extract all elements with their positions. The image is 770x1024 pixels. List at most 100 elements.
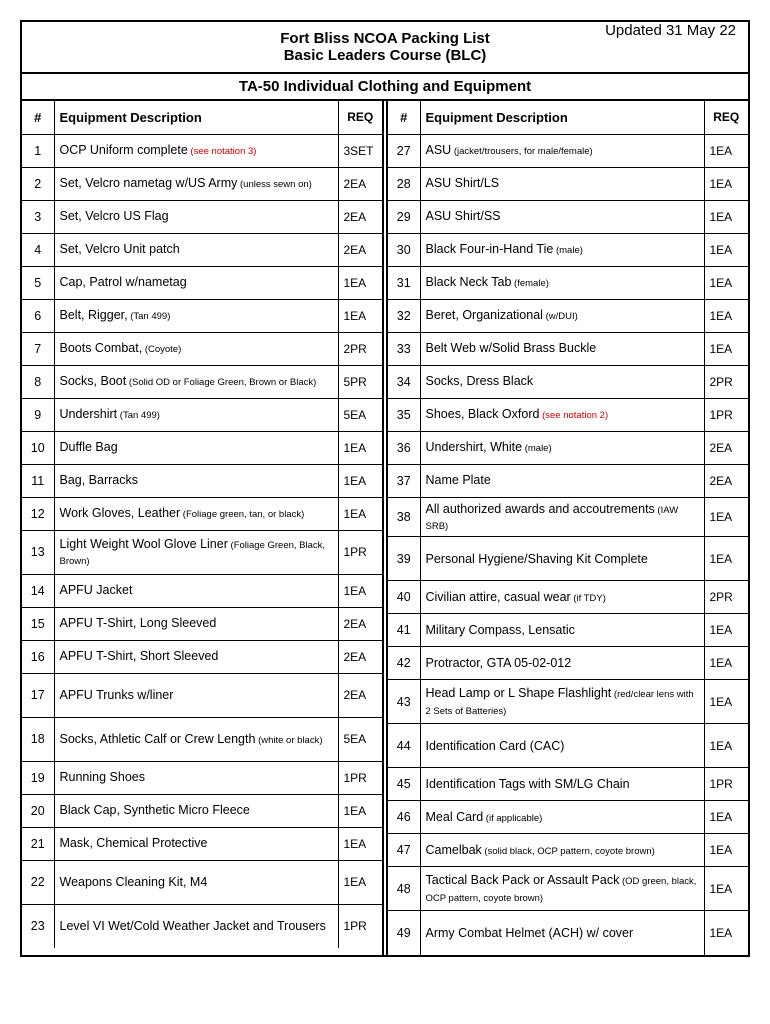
row-number: 48 [388, 867, 420, 911]
row-description: ASU (jacket/trousers, for male/female) [420, 134, 704, 167]
row-number: 11 [22, 464, 54, 497]
row-description: Belt, Rigger, (Tan 499) [54, 299, 338, 332]
row-req: 1PR [338, 904, 382, 948]
row-description: Tactical Back Pack or Assault Pack (OD g… [420, 867, 704, 911]
row-description: APFU Trunks w/liner [54, 673, 338, 717]
row-description: All authorized awards and accoutrements … [420, 497, 704, 537]
row-req: 1EA [704, 867, 748, 911]
row-number: 18 [22, 717, 54, 761]
row-note: (Foliage Green, Black, Brown) [60, 540, 326, 567]
row-description: Identification Tags with SM/LG Chain [420, 768, 704, 801]
table-row: 7Boots Combat, (Coyote)2PR [22, 332, 382, 365]
row-description: Boots Combat, (Coyote) [54, 332, 338, 365]
row-req: 1PR [704, 768, 748, 801]
table-row: 42Protractor, GTA 05-02-0121EA [388, 647, 748, 680]
row-number: 17 [22, 673, 54, 717]
table-row: 49Army Combat Helmet (ACH) w/ cover1EA [388, 911, 748, 955]
row-req: 2EA [338, 233, 382, 266]
row-req: 2EA [338, 640, 382, 673]
row-number: 33 [388, 332, 420, 365]
row-req: 1EA [338, 827, 382, 860]
row-req: 1EA [704, 614, 748, 647]
row-req: 2EA [338, 673, 382, 717]
table-row: 36Undershirt, White (male)2EA [388, 431, 748, 464]
table-row: 32Beret, Organizational (w/DUI)1EA [388, 299, 748, 332]
row-note: (male) [522, 443, 552, 454]
table-row: 31Black Neck Tab (female)1EA [388, 266, 748, 299]
row-description: ASU Shirt/SS [420, 200, 704, 233]
row-description: OCP Uniform complete (see notation 3) [54, 134, 338, 167]
row-note: (Foliage green, tan, or black) [180, 509, 304, 520]
row-description: Army Combat Helmet (ACH) w/ cover [420, 911, 704, 955]
row-req: 1EA [704, 537, 748, 581]
row-note: (solid black, OCP pattern, coyote brown) [482, 846, 655, 857]
row-req: 2PR [704, 365, 748, 398]
row-description: Level VI Wet/Cold Weather Jacket and Tro… [54, 904, 338, 948]
row-description: Black Four-in-Hand Tie (male) [420, 233, 704, 266]
table-row: 6Belt, Rigger, (Tan 499)1EA [22, 299, 382, 332]
row-number: 30 [388, 233, 420, 266]
row-description: Light Weight Wool Glove Liner (Foliage G… [54, 530, 338, 574]
row-req: 2EA [704, 431, 748, 464]
row-number: 8 [22, 365, 54, 398]
table-row: 18Socks, Athletic Calf or Crew Length (w… [22, 717, 382, 761]
row-number: 35 [388, 398, 420, 431]
row-note: (white or black) [255, 735, 322, 746]
row-number: 7 [22, 332, 54, 365]
row-description: Military Compass, Lensatic [420, 614, 704, 647]
row-description: Work Gloves, Leather (Foliage green, tan… [54, 497, 338, 530]
row-number: 41 [388, 614, 420, 647]
row-number: 22 [22, 860, 54, 904]
row-number: 9 [22, 398, 54, 431]
row-number: 38 [388, 497, 420, 537]
row-req: 1PR [704, 398, 748, 431]
row-req: 2EA [338, 167, 382, 200]
row-description: Socks, Athletic Calf or Crew Length (whi… [54, 717, 338, 761]
table-row: 9Undershirt (Tan 499)5EA [22, 398, 382, 431]
row-number: 15 [22, 607, 54, 640]
table-row: 21Mask, Chemical Protective1EA [22, 827, 382, 860]
row-note: (if applicable) [483, 813, 542, 824]
row-note: (see notation 3) [188, 146, 257, 157]
right-table: # Equipment Description REQ 27ASU (jacke… [388, 101, 748, 955]
table-row: 12Work Gloves, Leather (Foliage green, t… [22, 497, 382, 530]
row-number: 23 [22, 904, 54, 948]
row-description: Set, Velcro US Flag [54, 200, 338, 233]
row-number: 13 [22, 530, 54, 574]
row-number: 31 [388, 266, 420, 299]
header-subtitle: Basic Leaders Course (BLC) [34, 47, 736, 64]
table-row: 41Military Compass, Lensatic1EA [388, 614, 748, 647]
row-description: Mask, Chemical Protective [54, 827, 338, 860]
row-req: 1EA [704, 134, 748, 167]
row-description: Shoes, Black Oxford (see notation 2) [420, 398, 704, 431]
row-req: 1PR [338, 530, 382, 574]
row-note: (red/clear lens with 2 Sets of Batteries… [426, 689, 694, 716]
table-row: 23Level VI Wet/Cold Weather Jacket and T… [22, 904, 382, 948]
table-row: 1OCP Uniform complete (see notation 3)3S… [22, 134, 382, 167]
row-description: Protractor, GTA 05-02-012 [420, 647, 704, 680]
row-description: APFU T-Shirt, Long Sleeved [54, 607, 338, 640]
row-req: 1EA [704, 724, 748, 768]
col-header-desc: Equipment Description [54, 101, 338, 134]
row-note: (w/DUI) [543, 311, 578, 322]
row-number: 45 [388, 768, 420, 801]
row-req: 2EA [338, 200, 382, 233]
row-description: Civilian attire, casual wear (if TDY) [420, 581, 704, 614]
row-description: Identification Card (CAC) [420, 724, 704, 768]
table-row: 27ASU (jacket/trousers, for male/female)… [388, 134, 748, 167]
row-req: 1EA [338, 266, 382, 299]
table-row: 43Head Lamp or L Shape Flashlight (red/c… [388, 680, 748, 724]
table-row: 17APFU Trunks w/liner2EA [22, 673, 382, 717]
row-note: (jacket/trousers, for male/female) [451, 146, 593, 157]
table-row: 15APFU T-Shirt, Long Sleeved2EA [22, 607, 382, 640]
row-req: 1EA [704, 911, 748, 955]
row-number: 5 [22, 266, 54, 299]
row-req: 1EA [704, 834, 748, 867]
row-req: 2PR [704, 581, 748, 614]
row-number: 20 [22, 794, 54, 827]
row-number: 12 [22, 497, 54, 530]
row-description: Black Neck Tab (female) [420, 266, 704, 299]
row-description: Cap, Patrol w/nametag [54, 266, 338, 299]
row-description: Meal Card (if applicable) [420, 801, 704, 834]
row-req: 2EA [704, 464, 748, 497]
